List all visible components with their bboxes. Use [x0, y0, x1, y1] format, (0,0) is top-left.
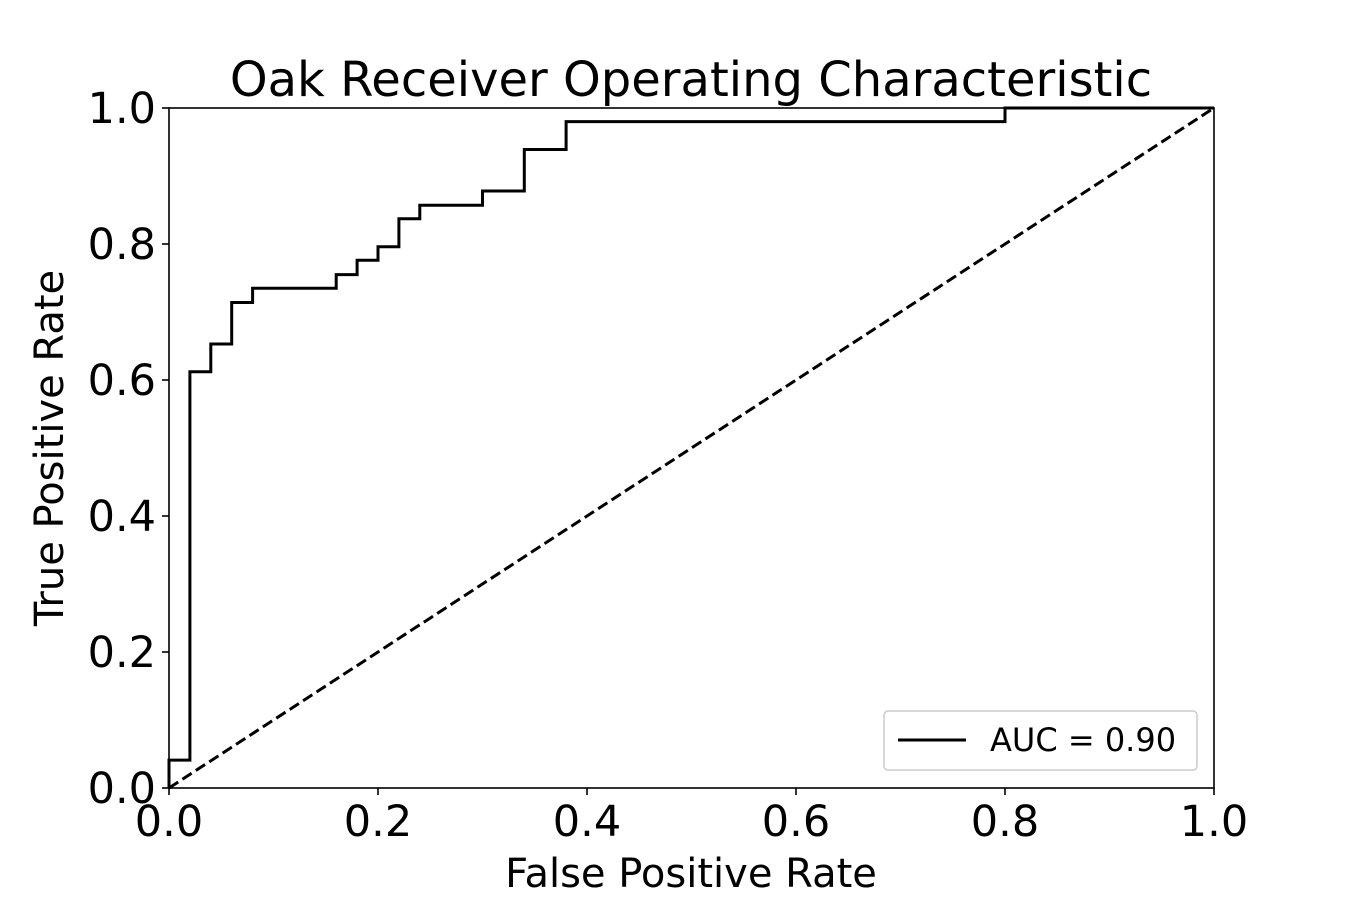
x-axis-label: False Positive Rate [505, 851, 877, 897]
roc-curve-line [167, 106, 1214, 788]
y-tick-label: 0.2 [88, 628, 156, 678]
y-tick-label: 0.0 [88, 764, 156, 814]
legend-box [883, 710, 1198, 771]
x-axis-ticks: 0.0 0.2 0.4 0.6 0.8 1.0 [135, 788, 1248, 847]
y-tick-label: 1.0 [88, 84, 156, 134]
x-tick-label: 0.4 [553, 797, 621, 847]
x-tick-label: 0.6 [762, 797, 830, 847]
y-tick-label: 0.4 [88, 492, 156, 542]
y-axis-label: True Positive Rate [27, 270, 73, 627]
y-axis-ticks: 0.0 0.2 0.4 0.6 0.8 1.0 [88, 84, 169, 814]
y-tick-label: 0.6 [88, 356, 156, 406]
plot-frame [168, 107, 1215, 789]
chart-title: Oak Receiver Operating Characteristic [230, 52, 1152, 108]
plot-area [167, 106, 1215, 790]
x-tick-label: 1.0 [1180, 797, 1248, 847]
x-tick-label: 0.8 [971, 797, 1039, 847]
legend-entry-label: AUC = 0.90 [990, 721, 1176, 759]
x-tick-label: 0.2 [344, 797, 412, 847]
legend: AUC = 0.90 [883, 710, 1198, 771]
y-tick-label: 0.8 [88, 220, 156, 270]
x-tick-label: 0.0 [135, 797, 203, 847]
